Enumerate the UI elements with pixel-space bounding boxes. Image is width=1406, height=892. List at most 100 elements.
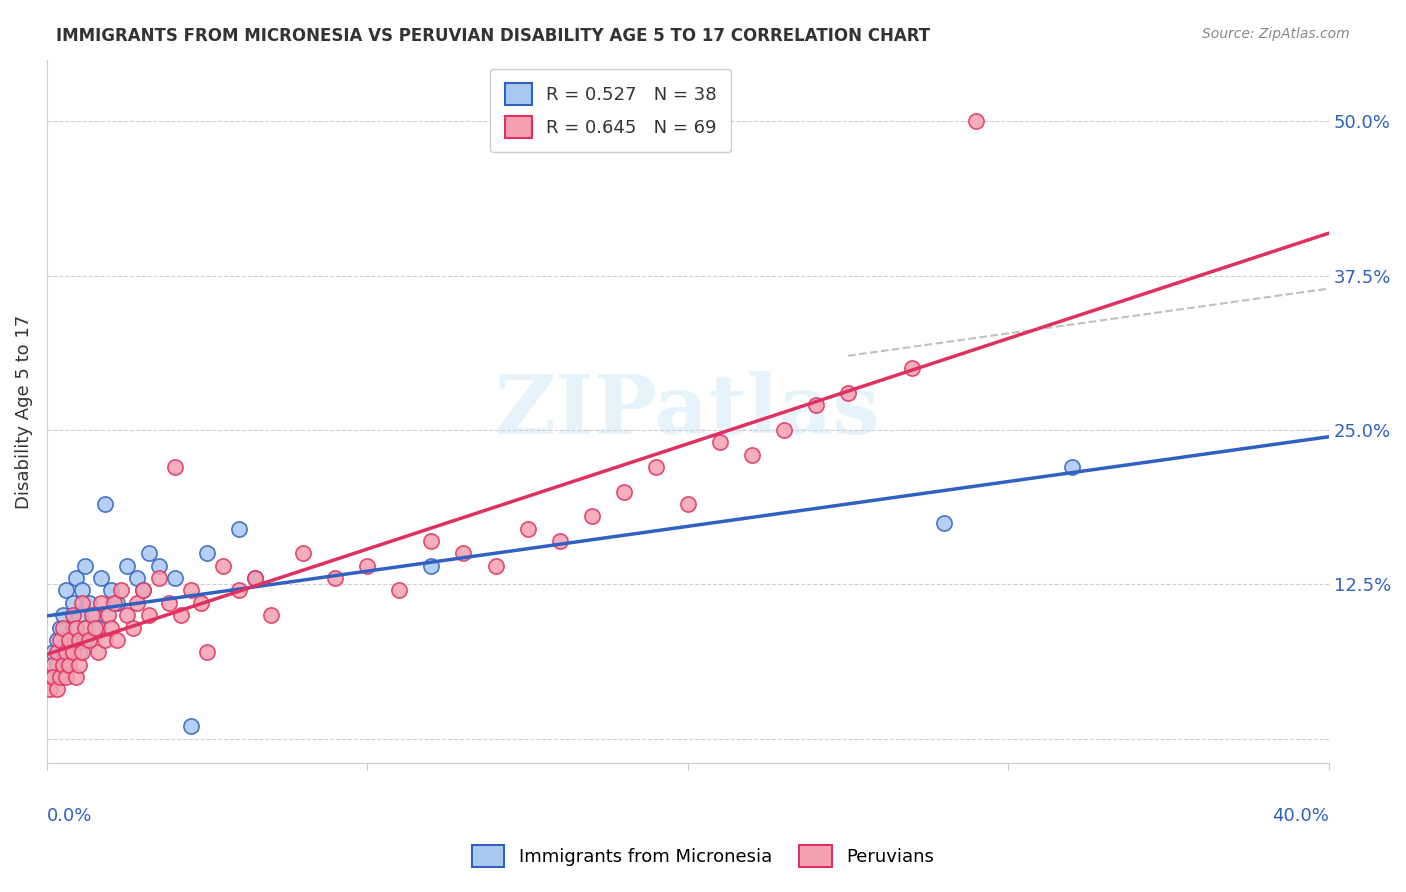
Point bbox=[42, 657, 65, 672]
Point bbox=[165, 571, 187, 585]
Point bbox=[103, 596, 125, 610]
Point bbox=[52, 645, 75, 659]
Point bbox=[55, 645, 77, 659]
Point bbox=[48, 620, 70, 634]
Point bbox=[55, 657, 77, 672]
Point bbox=[125, 571, 148, 585]
Point bbox=[90, 596, 112, 610]
Point bbox=[453, 546, 475, 560]
Point bbox=[157, 596, 180, 610]
Point bbox=[292, 546, 315, 560]
Point bbox=[245, 571, 267, 585]
Point bbox=[62, 620, 84, 634]
Point bbox=[65, 670, 87, 684]
Point bbox=[67, 608, 90, 623]
Point bbox=[132, 583, 155, 598]
Point bbox=[93, 632, 115, 647]
Text: 40.0%: 40.0% bbox=[1272, 806, 1329, 824]
Point bbox=[388, 583, 411, 598]
Point bbox=[70, 645, 93, 659]
Point bbox=[260, 608, 283, 623]
Point bbox=[180, 583, 202, 598]
Point bbox=[75, 620, 97, 634]
Point bbox=[245, 571, 267, 585]
Point bbox=[125, 596, 148, 610]
Point bbox=[115, 558, 138, 573]
Point bbox=[93, 497, 115, 511]
Point bbox=[90, 571, 112, 585]
Point bbox=[75, 632, 97, 647]
Point bbox=[39, 670, 62, 684]
Point bbox=[84, 620, 107, 634]
Point bbox=[58, 657, 80, 672]
Point bbox=[148, 558, 170, 573]
Point bbox=[62, 608, 84, 623]
Text: 0.0%: 0.0% bbox=[46, 806, 93, 824]
Point bbox=[901, 361, 924, 376]
Point bbox=[70, 583, 93, 598]
Point bbox=[77, 596, 100, 610]
Point bbox=[212, 558, 235, 573]
Point bbox=[62, 596, 84, 610]
Point bbox=[195, 645, 218, 659]
Point bbox=[62, 645, 84, 659]
Point bbox=[356, 558, 378, 573]
Point bbox=[228, 522, 250, 536]
Point bbox=[42, 670, 65, 684]
Point bbox=[58, 632, 80, 647]
Point bbox=[804, 398, 827, 412]
Point bbox=[45, 657, 67, 672]
Point bbox=[1062, 460, 1084, 475]
Point bbox=[965, 114, 987, 128]
Point bbox=[581, 509, 603, 524]
Point bbox=[100, 583, 122, 598]
Legend: Immigrants from Micronesia, Peruvians: Immigrants from Micronesia, Peruvians bbox=[465, 838, 941, 874]
Point bbox=[148, 571, 170, 585]
Point bbox=[97, 608, 120, 623]
Point bbox=[190, 596, 212, 610]
Point bbox=[48, 632, 70, 647]
Point bbox=[228, 583, 250, 598]
Point bbox=[195, 546, 218, 560]
Point bbox=[138, 546, 160, 560]
Point bbox=[115, 608, 138, 623]
Point bbox=[484, 558, 506, 573]
Point bbox=[709, 435, 731, 450]
Point bbox=[52, 657, 75, 672]
Point bbox=[39, 682, 62, 697]
Point bbox=[516, 522, 538, 536]
Point bbox=[55, 583, 77, 598]
Point bbox=[80, 608, 103, 623]
Point bbox=[100, 620, 122, 634]
Point bbox=[837, 386, 859, 401]
Point bbox=[67, 657, 90, 672]
Point bbox=[48, 670, 70, 684]
Point bbox=[45, 682, 67, 697]
Point bbox=[65, 571, 87, 585]
Point bbox=[70, 596, 93, 610]
Point bbox=[180, 719, 202, 733]
Point bbox=[420, 558, 443, 573]
Text: ZIPatlas: ZIPatlas bbox=[495, 371, 880, 451]
Point bbox=[87, 645, 110, 659]
Point bbox=[84, 608, 107, 623]
Point bbox=[323, 571, 346, 585]
Point bbox=[170, 608, 193, 623]
Point bbox=[741, 448, 763, 462]
Point bbox=[67, 632, 90, 647]
Point bbox=[105, 596, 128, 610]
Point bbox=[165, 460, 187, 475]
Point bbox=[548, 534, 571, 549]
Point bbox=[420, 534, 443, 549]
Legend: R = 0.527   N = 38, R = 0.645   N = 69: R = 0.527 N = 38, R = 0.645 N = 69 bbox=[491, 69, 731, 153]
Point bbox=[613, 484, 636, 499]
Point bbox=[934, 516, 956, 530]
Point bbox=[110, 583, 132, 598]
Point bbox=[75, 558, 97, 573]
Text: IMMIGRANTS FROM MICRONESIA VS PERUVIAN DISABILITY AGE 5 TO 17 CORRELATION CHART: IMMIGRANTS FROM MICRONESIA VS PERUVIAN D… bbox=[56, 27, 931, 45]
Point bbox=[105, 632, 128, 647]
Point bbox=[77, 632, 100, 647]
Point bbox=[55, 670, 77, 684]
Point bbox=[132, 583, 155, 598]
Point bbox=[58, 632, 80, 647]
